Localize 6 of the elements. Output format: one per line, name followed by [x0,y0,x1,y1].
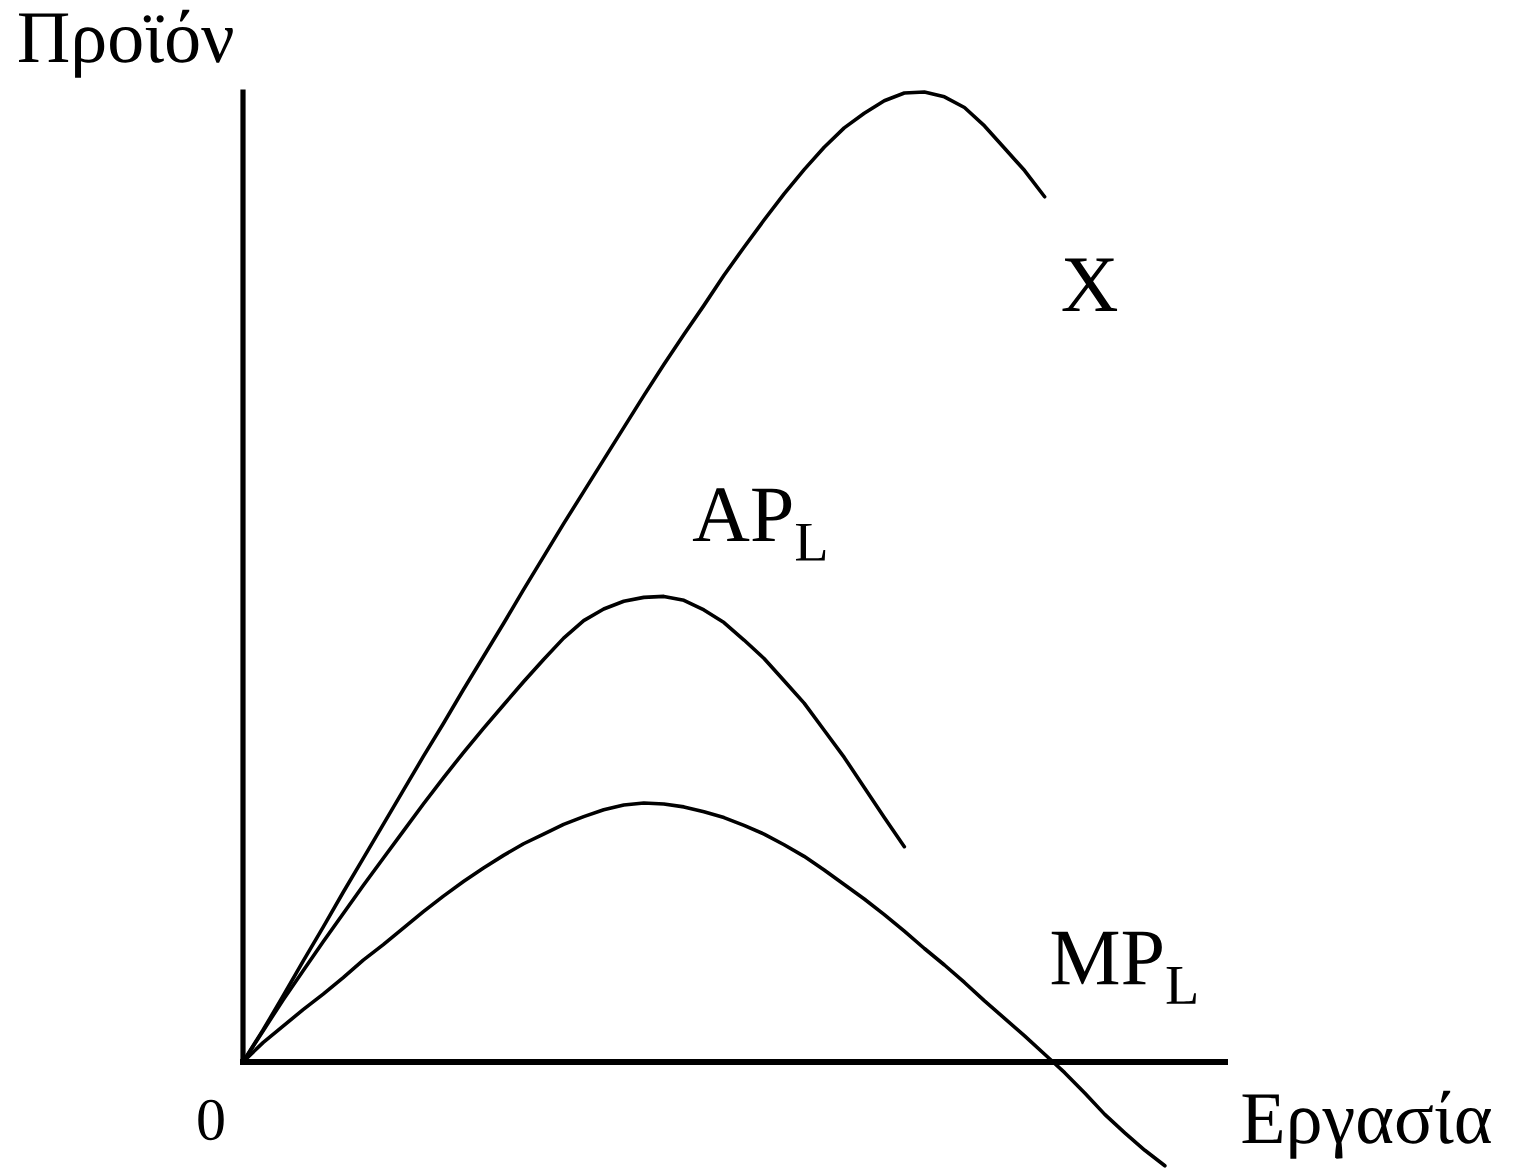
series-label: MP$_{L}$ [1051,931,1196,1004]
series-label: X [1062,258,1118,311]
series-label: AP$_{L}$ [692,488,826,561]
y-axis-title: Προϊόν [18,9,233,78]
x-axis-title: Εργασία [1242,1090,1491,1159]
text: 0 [198,1099,224,1141]
